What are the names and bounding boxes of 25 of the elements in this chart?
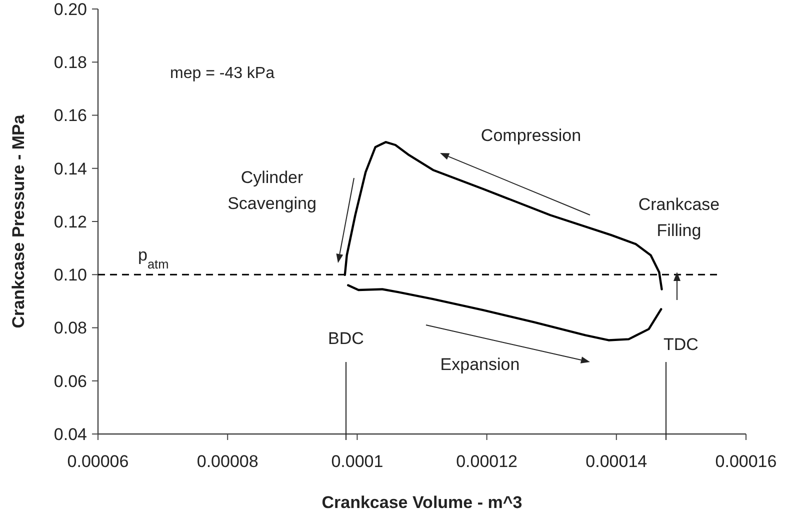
y-tick-label: 0.10: [54, 266, 87, 285]
annotation: BDC: [328, 329, 364, 348]
annotation: TDC: [664, 335, 698, 354]
x-tick-label: 0.00012: [456, 452, 518, 471]
annotation: Expansion: [440, 355, 520, 374]
annotation: Cylinder Scavenging: [228, 168, 316, 213]
y-axis-title: Crankcase Pressure - MPa: [9, 114, 28, 328]
y-tick-label: 0.20: [54, 0, 87, 19]
y-tick-label: 0.16: [54, 106, 87, 126]
y-tick-label: 0.18: [54, 53, 87, 72]
y-tick-label: 0.04: [54, 424, 87, 444]
y-tick-label: 0.14: [54, 159, 87, 178]
ref-line-label: p$_{atm}$: [138, 246, 169, 272]
x-tick-label: 0.00008: [196, 452, 258, 471]
y-tick-label: 0.12: [54, 212, 87, 232]
x-axis-title: Crankcase Volume - m^3: [322, 493, 522, 512]
annotation: mep = -43 kPa: [170, 65, 275, 82]
x-tick-label: 0.0001: [331, 452, 384, 471]
y-tick-label: 0.08: [54, 318, 87, 338]
annotation: Compression: [480, 126, 582, 145]
x-tick-label: 0.00014: [586, 452, 648, 471]
y-tick-label: 0.06: [54, 372, 87, 391]
x-tick-label: 0.00006: [67, 452, 129, 471]
annotation: Crankcase Filling: [638, 195, 720, 240]
x-tick-label: 0.00016: [715, 452, 777, 471]
